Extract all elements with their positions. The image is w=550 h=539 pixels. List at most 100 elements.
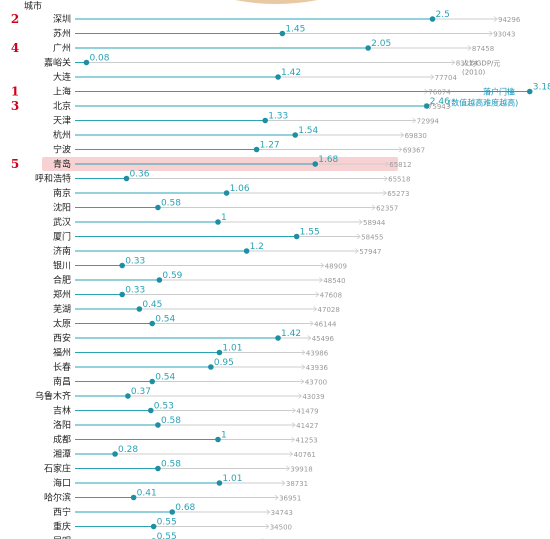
value-dot xyxy=(156,277,163,283)
value-label: 1.06 xyxy=(230,184,250,194)
value-dot xyxy=(216,349,223,356)
gdp-label: 75943 xyxy=(428,103,450,111)
gdp-label: 48540 xyxy=(323,277,345,285)
city-label: 大连 xyxy=(53,71,71,83)
gdp-line-end xyxy=(315,291,320,298)
gdp-label: 46144 xyxy=(314,321,337,329)
value-label: 0.54 xyxy=(155,315,175,325)
rank-label: 3 xyxy=(11,99,19,113)
value-dot xyxy=(216,480,223,486)
rank-label: 4 xyxy=(11,41,19,55)
value-dot xyxy=(275,335,281,341)
value-label: 2.05 xyxy=(371,39,391,49)
gdp-line-end xyxy=(354,248,359,254)
city-label: 银川 xyxy=(53,260,71,272)
value-label: 0.95 xyxy=(214,358,234,368)
value-label: 1 xyxy=(221,431,227,441)
gdp-line-end xyxy=(266,509,271,515)
gdp-label: 39918 xyxy=(290,466,312,474)
gdp-label: 45496 xyxy=(312,335,335,343)
gdp-label: 87458 xyxy=(472,45,494,53)
city-label: 苏州 xyxy=(53,28,71,40)
value-label: 0.36 xyxy=(129,170,149,180)
value-dot xyxy=(293,233,300,240)
rank-label: 5 xyxy=(11,157,19,171)
value-label: 0.45 xyxy=(142,300,162,310)
gdp-label: 83214 xyxy=(456,60,479,68)
gdp-line-end xyxy=(451,59,456,66)
gdp-label: 43986 xyxy=(306,350,329,358)
gdp-label: 34743 xyxy=(271,509,293,517)
gdp-line-end xyxy=(291,422,296,428)
value-label: 0.33 xyxy=(125,286,145,296)
city-label: 湘潭 xyxy=(53,448,71,460)
gdp-line-end xyxy=(488,30,493,37)
city-label: 西安 xyxy=(53,332,71,344)
value-dot xyxy=(155,422,161,428)
city-label: 石家庄 xyxy=(44,463,71,475)
gdp-line-end xyxy=(382,190,387,196)
value-label: 0.55 xyxy=(157,532,177,539)
city-label: 西宁 xyxy=(53,506,71,518)
value-label: 0.58 xyxy=(161,199,181,209)
value-label: 1.33 xyxy=(268,112,288,122)
rank-label: 2 xyxy=(11,12,19,26)
city-label: 成都 xyxy=(53,434,71,446)
value-label: 1.2 xyxy=(250,242,264,252)
city-label: 广州 xyxy=(53,42,71,54)
gdp-label: 58455 xyxy=(361,234,383,242)
value-dot xyxy=(136,306,143,312)
city-label: 福州 xyxy=(53,347,71,359)
gdp-line-end xyxy=(265,523,270,530)
city-label: 济南 xyxy=(53,245,71,257)
gdp-line-end xyxy=(467,45,472,51)
gdp-line-end xyxy=(383,175,388,182)
gdp-line-end xyxy=(313,306,318,312)
value-dot xyxy=(275,74,281,80)
value-dot xyxy=(312,161,319,167)
city-label: 呼和浩特 xyxy=(35,173,71,185)
value-label: 0.58 xyxy=(161,416,181,426)
gdp-line-end xyxy=(371,204,376,211)
value-label: 1.42 xyxy=(281,68,301,78)
gdp-line-end xyxy=(301,349,306,356)
gdp-label: 58944 xyxy=(363,219,386,227)
rank-label: 1 xyxy=(11,85,19,99)
city-label: 深圳 xyxy=(53,14,71,25)
value-dot xyxy=(149,378,156,385)
gdp-label: 77704 xyxy=(435,74,458,82)
city-label: 杭州 xyxy=(53,129,71,141)
gdp-line-end xyxy=(286,465,291,472)
value-label: 0.68 xyxy=(175,503,195,513)
gdp-label: 72994 xyxy=(417,118,440,126)
gdp-label: 41427 xyxy=(296,422,318,430)
gdp-line-end xyxy=(384,161,389,167)
gdp-line-end xyxy=(274,494,279,501)
value-dot xyxy=(155,465,161,472)
value-label: 3.18 xyxy=(533,83,550,93)
gdp-line-end xyxy=(292,407,296,414)
gdp-line-end xyxy=(320,262,325,269)
city-label: 哈尔滨 xyxy=(44,492,71,504)
city-label: 北京 xyxy=(53,100,71,112)
value-label: 0.08 xyxy=(89,54,109,64)
gdp-line-end xyxy=(291,436,296,443)
value-dot xyxy=(169,509,176,515)
gdp-label: 65812 xyxy=(389,161,411,169)
value-label: 0.37 xyxy=(131,387,151,397)
gdp-line-end xyxy=(300,378,305,385)
gdp-line-end xyxy=(319,277,323,283)
gdp-label: 41479 xyxy=(296,408,318,416)
value-dot xyxy=(149,320,156,327)
header-label: 城市 xyxy=(24,0,42,12)
gdp-label: 47608 xyxy=(320,292,342,300)
gdp-line-end xyxy=(356,233,361,240)
gdp-label: 62357 xyxy=(376,205,398,213)
value-label: 0.59 xyxy=(162,271,182,281)
value-dot xyxy=(423,103,430,109)
value-label: 0.58 xyxy=(161,460,181,470)
city-label: 长春 xyxy=(53,361,71,373)
value-dot xyxy=(119,291,125,298)
gdp-line-end xyxy=(412,117,417,124)
